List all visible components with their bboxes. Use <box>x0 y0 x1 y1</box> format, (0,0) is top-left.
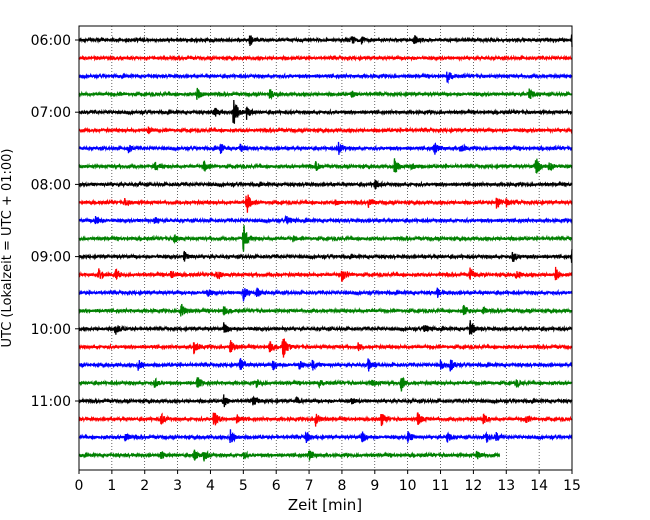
y-tick-label: 09:00 <box>31 250 71 266</box>
seismogram-trace-0900 <box>78 249 573 263</box>
seismogram-trace-0600 <box>78 34 573 48</box>
x-tick-label: 3 <box>173 478 182 494</box>
seismogram-trace-1000 <box>78 320 573 335</box>
y-axis-label: UTC (Lokalzeit = UTC + 01:00) <box>0 149 15 348</box>
y-tick-label: 08:00 <box>31 177 71 193</box>
x-tick-label: 11 <box>432 478 450 494</box>
seismogram-trace-1030 <box>78 358 573 372</box>
x-tick-label: 14 <box>530 478 548 494</box>
seismogram-trace-0645 <box>78 87 573 101</box>
x-tick-label: 15 <box>563 478 581 494</box>
y-tick-label: 11:00 <box>31 394 71 410</box>
seismogram-trace-1015 <box>78 338 573 358</box>
seismogram-trace-0930 <box>78 287 573 302</box>
seismogram-trace-1045 <box>78 376 573 392</box>
seismogram-trace-0830 <box>78 214 573 226</box>
x-tick-label: 10 <box>399 478 417 494</box>
x-axis-label: Zeit [min] <box>288 496 362 514</box>
plot-frame <box>78 25 573 471</box>
seismogram-trace-1100 <box>78 394 573 408</box>
seismogram-traces <box>78 34 573 462</box>
x-tick-label: 5 <box>239 478 248 494</box>
x-tick-label: 12 <box>464 478 482 494</box>
x-tick-label: 13 <box>497 478 515 494</box>
seismogram-trace-1130 <box>78 429 573 444</box>
seismogram-trace-0630 <box>78 71 573 85</box>
seismogram-trace-0815 <box>78 194 573 213</box>
seismogram-trace-0845 <box>78 225 573 252</box>
seismogram-trace-1145 <box>78 449 501 462</box>
x-tick-label: 0 <box>75 478 84 494</box>
y-tick-label: 06:00 <box>31 33 71 49</box>
seismogram-trace-0800 <box>78 179 573 190</box>
y-tick-label: 10:00 <box>31 322 71 338</box>
x-tick-label: 8 <box>337 478 346 494</box>
y-tick-label: 07:00 <box>31 105 71 121</box>
grid-lines <box>111 26 540 470</box>
seismogram-trace-0700 <box>78 99 573 124</box>
seismogram-trace-0945 <box>78 303 573 317</box>
seismogram-trace-0715 <box>78 126 573 135</box>
x-tick-label: 7 <box>305 478 314 494</box>
seismogram-trace-0745 <box>78 158 573 174</box>
x-tick-label: 2 <box>140 478 149 494</box>
x-axis-ticks: 0 1 2 3 4 5 6 7 8 9 10 11 12 13 14 15 <box>75 470 581 494</box>
seismogram-trace-0615 <box>78 54 573 62</box>
x-tick-label: 9 <box>370 478 379 494</box>
x-tick-label: 4 <box>206 478 215 494</box>
seismogram-trace-1115 <box>78 412 573 427</box>
seismogram-trace-0915 <box>78 266 573 282</box>
y-axis-ticks: 06:00 07:00 08:00 09:00 10:00 11:00 <box>31 33 79 410</box>
x-tick-label: 1 <box>107 478 116 494</box>
x-tick-label: 6 <box>272 478 281 494</box>
seismogram-trace-0730 <box>78 141 573 155</box>
